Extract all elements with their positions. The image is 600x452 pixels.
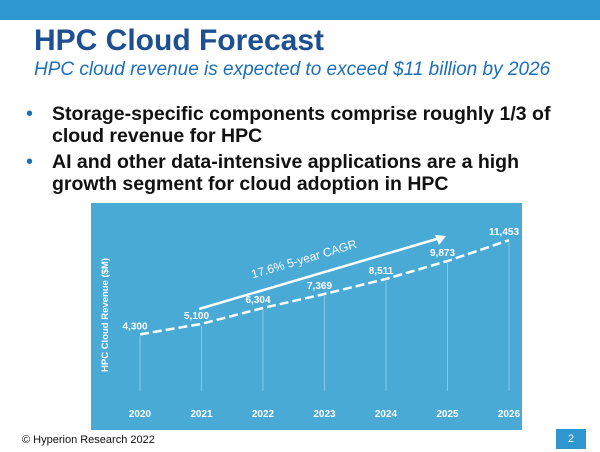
x-tick-label-2021: 2021 [190,409,213,420]
x-tick-label-2026: 2026 [498,409,521,420]
slide-title: HPC Cloud Forecast [34,24,325,57]
cagr-annotation: 17.6% 5-year CAGR [249,237,358,282]
revenue-chart: HPC Cloud Revenue ($M) 4,300 5,100 6,304 7,3… [100,227,521,420]
cagr-arrowhead-icon [435,235,446,245]
bullet-text: Storage-specific components comprise rou… [52,103,551,147]
data-label-2023: 7,369 [307,281,332,292]
y-axis-label: HPC Cloud Revenue ($M) [100,258,111,372]
x-tick-label-2025: 2025 [436,409,459,420]
data-label-2026: 11,453 [489,227,519,238]
data-label-2022: 6,304 [245,295,270,306]
bullet-item-ai: • AI and other data-intensive applicatio… [22,151,582,195]
copyright-footer: © Hyperion Research 2022 [22,434,155,446]
chart-panel: HPC Cloud Revenue ($M) 4,300 5,100 6,304 7,3… [91,203,522,430]
x-tick-label-2022: 2022 [252,409,275,420]
data-label-2025: 9,873 [430,248,455,259]
data-label-2020: 4,300 [122,321,147,332]
bullet-marker: • [26,103,34,125]
bullet-item-storage: • Storage-specific components comprise r… [22,103,582,147]
data-label-2021: 5,100 [184,311,209,322]
top-accent-bar [0,0,600,20]
page-number: 2 [556,429,586,449]
cagr-arrow-line [198,236,441,311]
x-tick-label-2023: 2023 [313,409,336,420]
x-tick-label-2024: 2024 [375,409,398,420]
bullet-marker: • [26,151,34,173]
bullet-list: • Storage-specific components comprise r… [22,103,582,199]
series-line [139,239,510,336]
slide-subtitle: HPC cloud revenue is expected to exceed … [34,59,551,80]
data-label-2024: 8,511 [369,266,394,277]
x-tick-label-2020: 2020 [129,409,152,420]
bullet-text: AI and other data-intensive applications… [52,151,520,195]
